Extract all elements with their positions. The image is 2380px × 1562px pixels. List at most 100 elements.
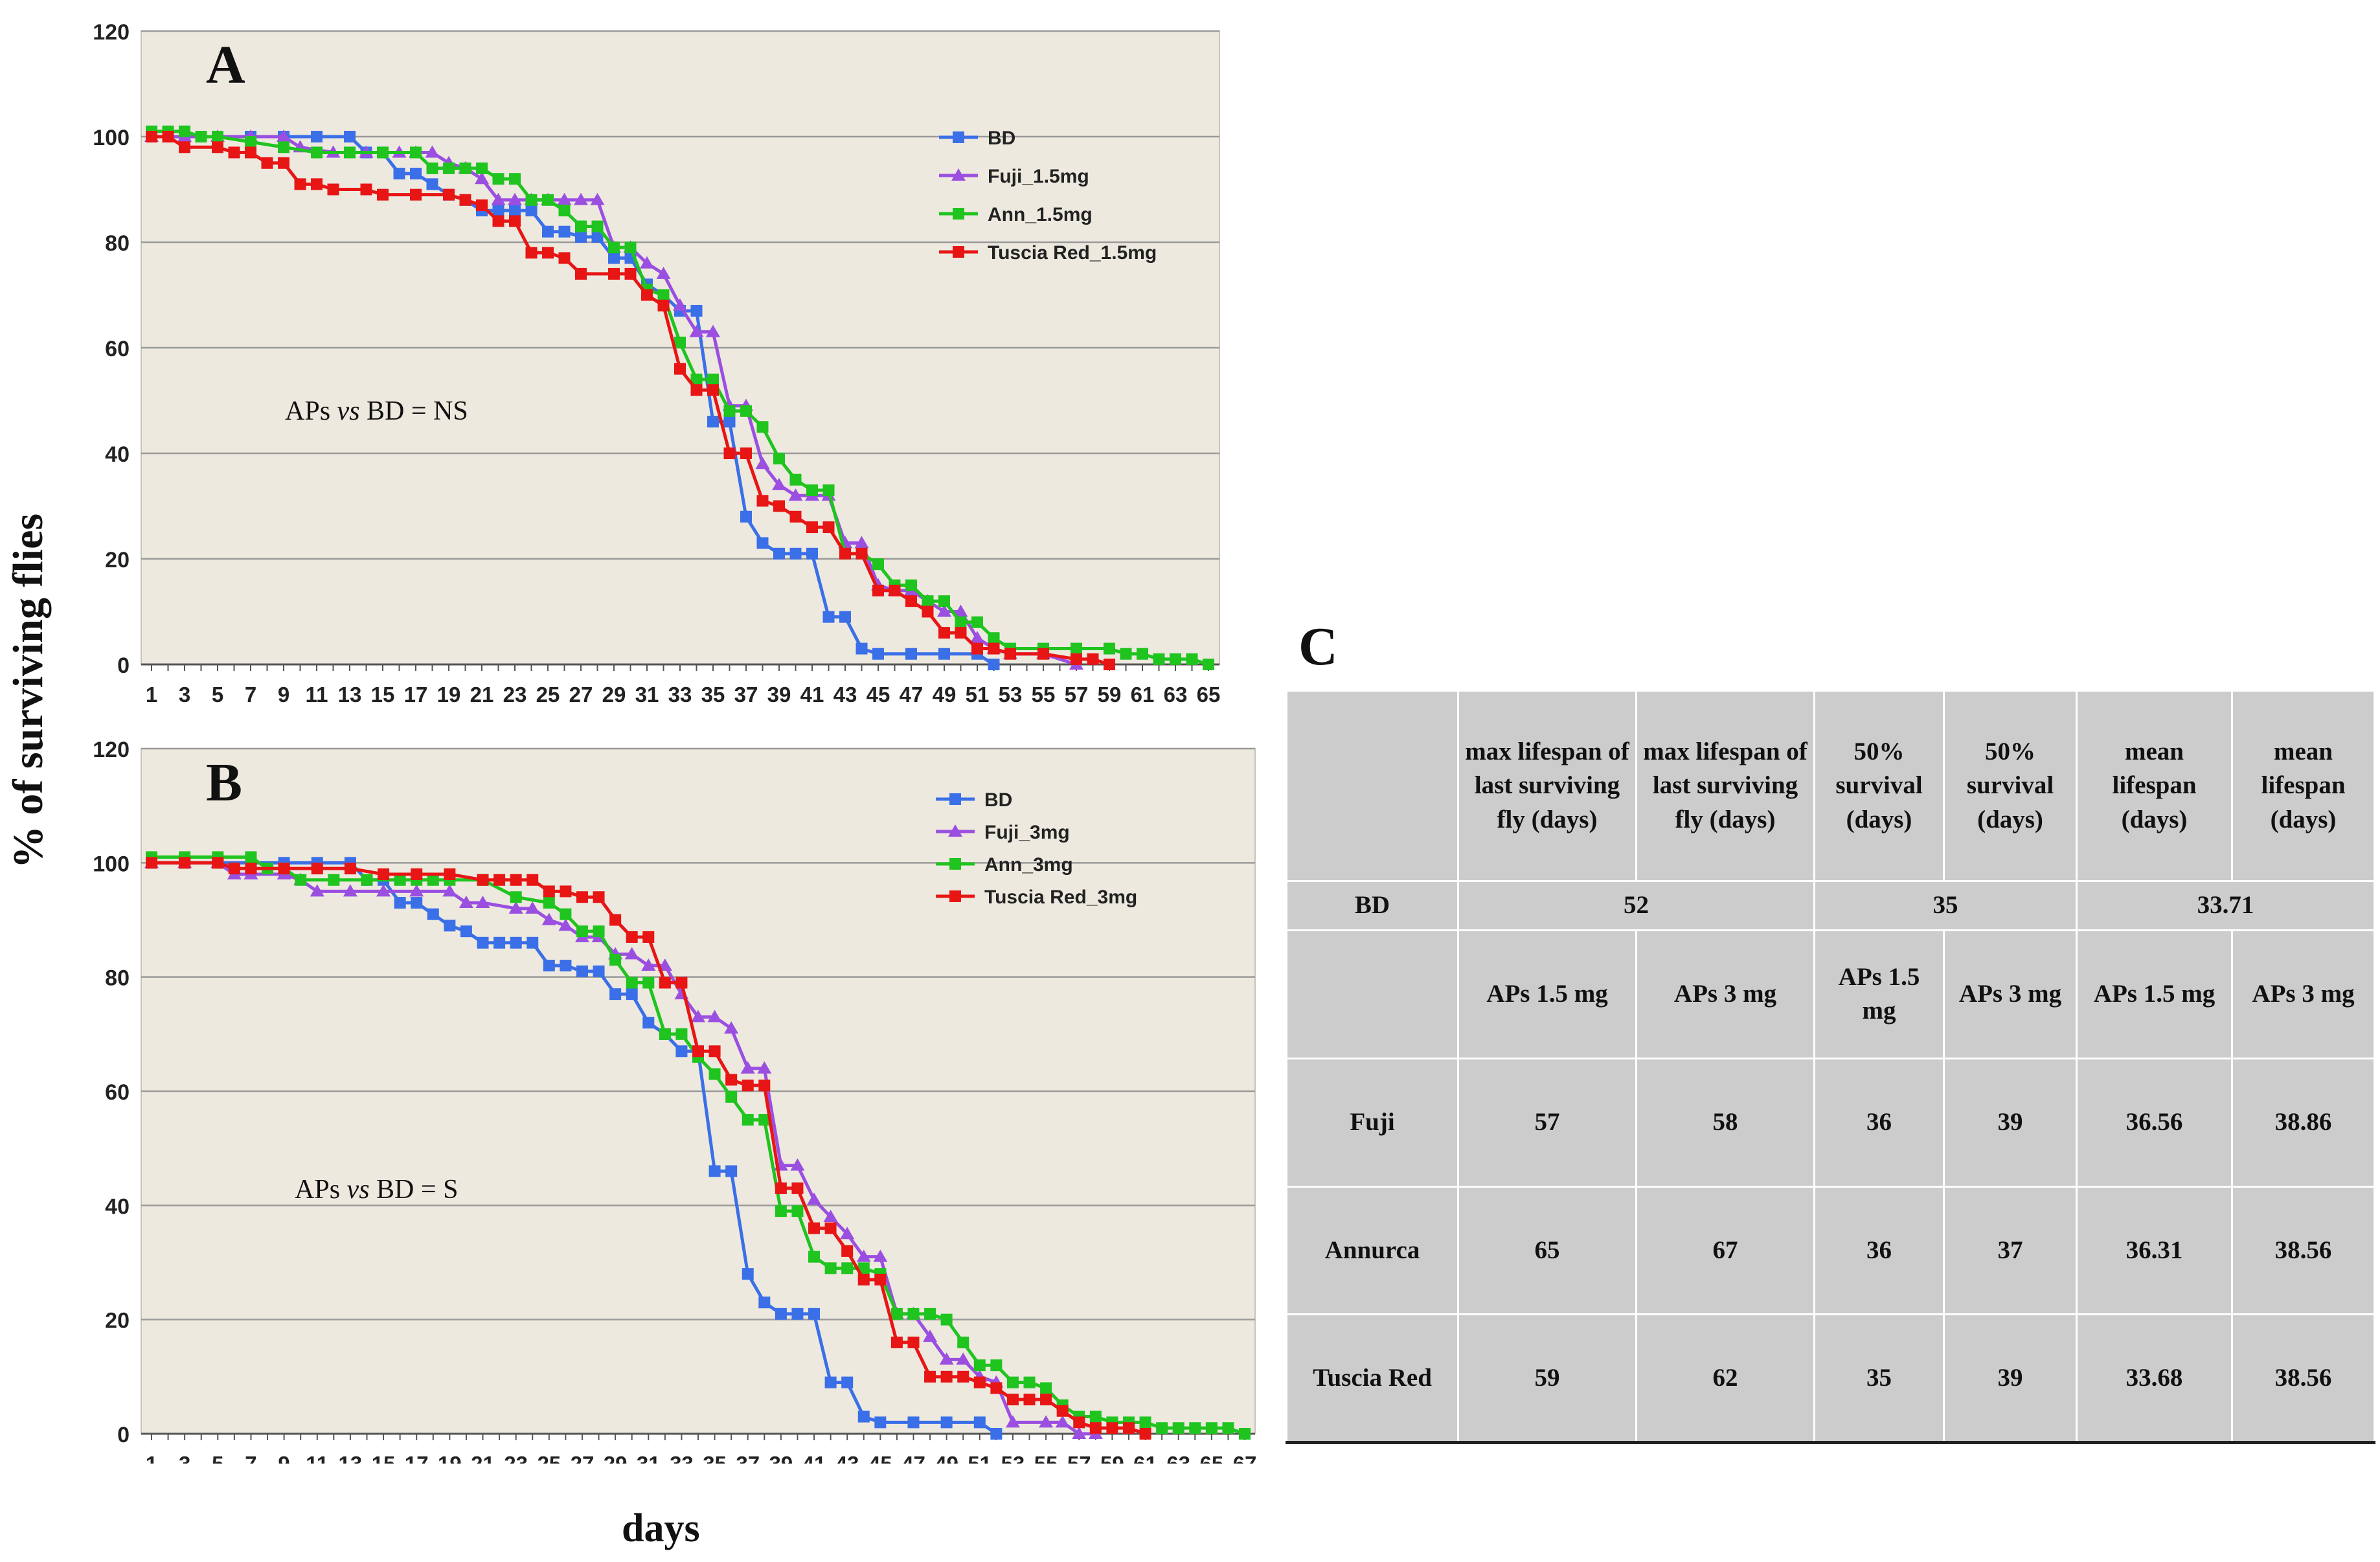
data-point bbox=[708, 1068, 721, 1080]
data-point bbox=[1006, 1394, 1019, 1406]
data-point bbox=[343, 884, 357, 897]
x-axis-title: days bbox=[622, 1506, 700, 1550]
x-tick-label: 7 bbox=[245, 683, 256, 707]
x-tick-label: 61 bbox=[1133, 1452, 1157, 1464]
data-point bbox=[444, 868, 456, 880]
data-point bbox=[807, 1192, 822, 1205]
data-point bbox=[444, 920, 456, 932]
data-point bbox=[775, 1307, 787, 1320]
data-point bbox=[311, 146, 323, 159]
data-point bbox=[641, 289, 653, 301]
data-point bbox=[277, 130, 291, 142]
data-point bbox=[1122, 1422, 1135, 1434]
data-point bbox=[508, 192, 522, 205]
data-point bbox=[146, 131, 157, 142]
x-tick-label: 29 bbox=[602, 683, 626, 707]
data-point bbox=[1239, 1428, 1251, 1440]
x-tick-label: 55 bbox=[1034, 1452, 1058, 1464]
data-point bbox=[922, 606, 934, 618]
data-point bbox=[755, 457, 770, 470]
legend-label: Fuji_1.5mg bbox=[988, 166, 1089, 187]
data-point bbox=[690, 304, 703, 317]
table-row: Fuji 57 58 36 39 36.56 38.86 bbox=[1286, 1057, 2375, 1188]
data-point bbox=[1089, 1422, 1102, 1434]
data-point bbox=[1104, 659, 1115, 670]
data-point bbox=[543, 960, 555, 972]
data-point bbox=[856, 547, 868, 560]
data-point bbox=[344, 146, 356, 159]
data-point bbox=[675, 1045, 688, 1058]
legend-label: Ann_3mg bbox=[984, 854, 1073, 876]
data-point bbox=[725, 1091, 738, 1103]
table-header-cell: 50% survival (days) bbox=[1813, 689, 1945, 883]
x-tick-label: 59 bbox=[1098, 683, 1122, 707]
data-point bbox=[1172, 1422, 1184, 1434]
data-point bbox=[1089, 1410, 1102, 1423]
data-point bbox=[822, 484, 835, 497]
x-tick-label: 57 bbox=[1067, 1452, 1091, 1464]
y-tick-label: 60 bbox=[105, 1080, 130, 1105]
data-point bbox=[957, 1336, 969, 1348]
table-header-cell: mean lifespan (days) bbox=[2231, 689, 2375, 883]
data-point bbox=[806, 521, 818, 534]
data-point bbox=[707, 416, 719, 428]
data-point bbox=[1137, 648, 1148, 660]
table-row: Tuscia Red 59 62 35 39 33.68 38.56 bbox=[1286, 1313, 2375, 1444]
x-tick-label: 19 bbox=[437, 683, 461, 707]
data-point bbox=[558, 252, 571, 264]
data-point bbox=[525, 205, 538, 217]
data-point bbox=[806, 484, 818, 497]
data-point bbox=[493, 874, 506, 886]
data-point bbox=[824, 1222, 837, 1234]
x-tick-label: 29 bbox=[604, 1452, 628, 1464]
data-point bbox=[525, 901, 540, 914]
data-point bbox=[310, 884, 324, 897]
legend-marker bbox=[953, 246, 964, 258]
data-point bbox=[311, 178, 323, 190]
data-point bbox=[492, 173, 504, 185]
data-point bbox=[543, 897, 555, 909]
data-point bbox=[311, 131, 323, 142]
table-cell: 38.56 bbox=[2231, 1313, 2375, 1444]
data-point bbox=[576, 925, 588, 938]
series-tuscia bbox=[146, 131, 1115, 670]
data-point bbox=[1006, 1376, 1019, 1388]
table-subheader-row: APs 1.5 mg APs 3 mg APs 1.5 mg APs 3 mg … bbox=[1286, 929, 2375, 1059]
x-tick-label: 31 bbox=[635, 683, 659, 707]
y-tick-label: 20 bbox=[105, 1309, 130, 1333]
x-tick-label: 23 bbox=[504, 1452, 528, 1464]
data-point bbox=[857, 1262, 870, 1274]
y-tick-label: 60 bbox=[105, 337, 130, 361]
data-point bbox=[593, 925, 605, 938]
data-point bbox=[940, 1416, 953, 1429]
data-point bbox=[789, 547, 802, 560]
table-cell: 37 bbox=[1943, 1185, 2078, 1316]
x-tick-label: 47 bbox=[901, 1452, 925, 1464]
data-point bbox=[707, 1010, 722, 1023]
data-point bbox=[773, 453, 785, 465]
data-point bbox=[228, 863, 240, 875]
data-point bbox=[773, 500, 785, 512]
data-point bbox=[690, 384, 703, 396]
data-point bbox=[890, 1336, 903, 1348]
data-point bbox=[1222, 1422, 1234, 1434]
x-tick-label: 65 bbox=[1197, 683, 1221, 707]
data-point bbox=[558, 918, 573, 931]
x-tick-label: 9 bbox=[278, 683, 289, 707]
data-point bbox=[924, 1370, 936, 1383]
data-point bbox=[706, 324, 720, 337]
data-point bbox=[593, 891, 605, 903]
data-point bbox=[872, 584, 884, 596]
table-header-row: max lifespan of last surviving fly (days… bbox=[1286, 689, 2375, 883]
y-tick-label: 40 bbox=[105, 1194, 130, 1219]
data-point bbox=[624, 242, 637, 254]
data-point bbox=[955, 616, 967, 628]
legend-marker bbox=[949, 890, 961, 902]
x-tick-label: 63 bbox=[1166, 1452, 1190, 1464]
annotation-part: vs bbox=[337, 396, 360, 426]
data-point bbox=[674, 363, 686, 375]
x-tick-label: 27 bbox=[569, 683, 593, 707]
data-point bbox=[675, 1028, 688, 1040]
panel-label: B bbox=[206, 753, 242, 813]
data-point bbox=[742, 1268, 754, 1280]
